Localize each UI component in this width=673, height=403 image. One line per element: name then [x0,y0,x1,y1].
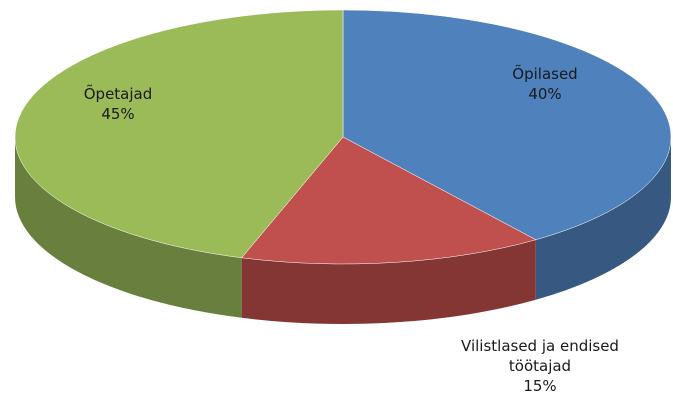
slice-side [535,137,671,300]
slice-side [15,137,242,318]
slice-value: 15% [523,377,557,395]
slice-side [241,239,536,324]
slice-value: 45% [101,105,135,123]
slice-label: Õpilased 40% [470,64,620,104]
slice-category: Vilistlased ja endised töötajad [461,337,619,375]
slice-value: 40% [528,85,562,103]
slice-category: Õpetajad [83,85,153,103]
slice-label: Õpetajad 45% [43,84,193,124]
slice-category: Õpilased [512,65,578,83]
slice [342,9,672,241]
slice [241,136,537,265]
slice [14,9,344,259]
slice-label: Vilistlased ja endised töötajad 15% [458,336,623,396]
